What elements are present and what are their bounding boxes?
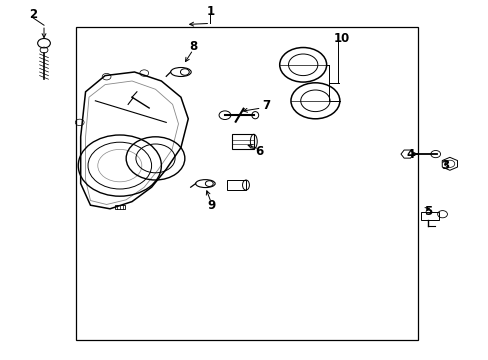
- Text: 3: 3: [440, 159, 448, 172]
- Bar: [420, 212, 438, 220]
- Text: 1: 1: [206, 5, 214, 18]
- Text: 8: 8: [189, 40, 197, 53]
- Text: 5: 5: [423, 205, 431, 218]
- Text: 7: 7: [262, 99, 270, 112]
- Text: 9: 9: [207, 199, 215, 212]
- Bar: [227, 180, 245, 190]
- Bar: [231, 134, 253, 149]
- Text: 4: 4: [406, 148, 414, 161]
- Bar: [76, 27, 417, 340]
- Text: 2: 2: [29, 8, 37, 21]
- Text: 10: 10: [333, 32, 350, 45]
- Text: 6: 6: [255, 145, 263, 158]
